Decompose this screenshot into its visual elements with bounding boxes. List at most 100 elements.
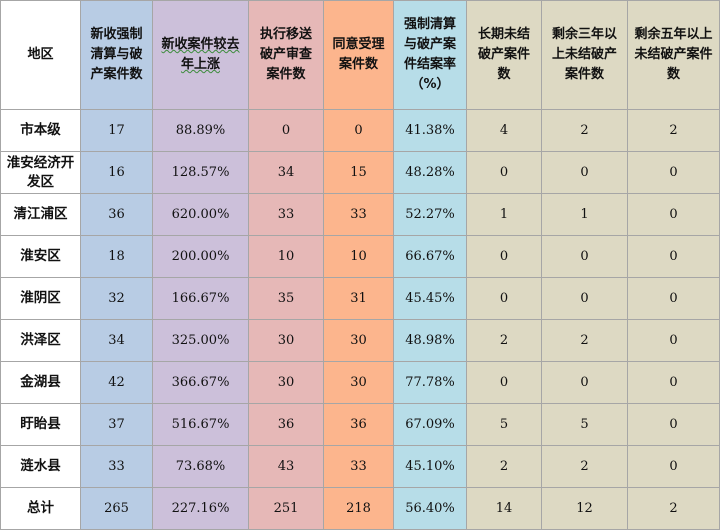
new-cases-cell: 32 (80, 277, 153, 320)
pending-3y-cell: 5 (541, 403, 628, 446)
pending-3y-cell: 2 (541, 109, 628, 152)
long-pending-cell: 4 (466, 109, 542, 152)
closure-rate-cell: 66.67% (393, 235, 467, 278)
accepted-cell: 33 (323, 193, 394, 236)
region-cell: 市本级 (0, 109, 81, 152)
transferred-cell: 0 (248, 109, 324, 152)
pending-3y-cell: 2 (541, 445, 628, 488)
closure-rate-cell: 41.38% (393, 109, 467, 152)
closure-rate-cell: 56.40% (393, 487, 467, 530)
region-cell: 涟水县 (0, 445, 81, 488)
region-cell: 总计 (0, 487, 81, 530)
accepted-cell: 218 (323, 487, 394, 530)
accepted-cell: 10 (323, 235, 394, 278)
transferred-cell: 10 (248, 235, 324, 278)
accepted-cell: 30 (323, 361, 394, 404)
pending-3y-cell: 1 (541, 193, 628, 236)
table-row: 盱眙县 37 516.67% 36 36 67.09% 5 5 0 (0, 403, 720, 446)
long-pending-cell: 2 (466, 445, 542, 488)
header-long-pending: 长期未结破产案件数 (466, 0, 542, 110)
table-row: 市本级 17 88.89% 0 0 41.38% 4 2 2 (0, 109, 720, 152)
region-cell: 金湖县 (0, 361, 81, 404)
closure-rate-cell: 48.28% (393, 151, 467, 194)
accepted-cell: 31 (323, 277, 394, 320)
long-pending-cell: 5 (466, 403, 542, 446)
pending-5y-cell: 0 (627, 193, 720, 236)
pending-3y-cell: 0 (541, 361, 628, 404)
region-cell: 淮安经济开发区 (0, 151, 81, 194)
growth-cell: 166.67% (152, 277, 249, 320)
table-row: 淮安经济开发区 16 128.57% 34 15 48.28% 0 0 0 (0, 151, 720, 194)
accepted-cell: 0 (323, 109, 394, 152)
region-cell: 盱眙县 (0, 403, 81, 446)
accepted-cell: 33 (323, 445, 394, 488)
header-accepted: 同意受理案件数 (323, 0, 394, 110)
pending-5y-cell: 2 (627, 109, 720, 152)
header-pending-5y: 剩余五年以上未结破产案件数 (627, 0, 720, 110)
long-pending-cell: 14 (466, 487, 542, 530)
closure-rate-cell: 52.27% (393, 193, 467, 236)
growth-cell: 73.68% (152, 445, 249, 488)
new-cases-cell: 33 (80, 445, 153, 488)
transferred-cell: 30 (248, 361, 324, 404)
pending-5y-cell: 0 (627, 361, 720, 404)
region-cell: 淮安区 (0, 235, 81, 278)
total-row: 总计 265 227.16% 251 218 56.40% 14 12 2 (0, 487, 720, 530)
long-pending-cell: 0 (466, 151, 542, 194)
pending-3y-cell: 2 (541, 319, 628, 362)
closure-rate-cell: 48.98% (393, 319, 467, 362)
growth-cell: 620.00% (152, 193, 249, 236)
closure-rate-cell: 77.78% (393, 361, 467, 404)
pending-5y-cell: 0 (627, 151, 720, 194)
table-row: 淮阴区 32 166.67% 35 31 45.45% 0 0 0 (0, 277, 720, 320)
long-pending-cell: 0 (466, 277, 542, 320)
table-row: 清江浦区 36 620.00% 33 33 52.27% 1 1 0 (0, 193, 720, 236)
header-pending-3y: 剩余三年以上未结破产案件数 (541, 0, 628, 110)
growth-cell: 325.00% (152, 319, 249, 362)
table-body: 市本级 17 88.89% 0 0 41.38% 4 2 2 淮安经济开发区 16 128.57% 34… (0, 109, 720, 530)
pending-5y-cell: 0 (627, 319, 720, 362)
header-new-cases: 新收强制清算与破产案件数 (80, 0, 153, 110)
growth-cell: 516.67% (152, 403, 249, 446)
pending-5y-cell: 0 (627, 403, 720, 446)
new-cases-cell: 17 (80, 109, 153, 152)
long-pending-cell: 0 (466, 235, 542, 278)
closure-rate-cell: 45.10% (393, 445, 467, 488)
pending-3y-cell: 0 (541, 277, 628, 320)
new-cases-cell: 16 (80, 151, 153, 194)
growth-cell: 227.16% (152, 487, 249, 530)
table-row: 金湖县 42 366.67% 30 30 77.78% 0 0 0 (0, 361, 720, 404)
header-closure-rate: 强制清算与破产案件结案率（%） (393, 0, 467, 110)
transferred-cell: 251 (248, 487, 324, 530)
accepted-cell: 30 (323, 319, 394, 362)
new-cases-cell: 42 (80, 361, 153, 404)
closure-rate-cell: 67.09% (393, 403, 467, 446)
header-region: 地区 (0, 0, 81, 110)
table-row: 涟水县 33 73.68% 43 33 45.10% 2 2 0 (0, 445, 720, 488)
growth-cell: 200.00% (152, 235, 249, 278)
growth-cell: 128.57% (152, 151, 249, 194)
header-growth: 新收案件较去年上涨 (152, 0, 249, 110)
new-cases-cell: 37 (80, 403, 153, 446)
long-pending-cell: 0 (466, 361, 542, 404)
pending-5y-cell: 2 (627, 487, 720, 530)
transferred-cell: 35 (248, 277, 324, 320)
region-cell: 淮阴区 (0, 277, 81, 320)
table-row: 淮安区 18 200.00% 10 10 66.67% 0 0 0 (0, 235, 720, 278)
growth-cell: 88.89% (152, 109, 249, 152)
new-cases-cell: 34 (80, 319, 153, 362)
pending-5y-cell: 0 (627, 445, 720, 488)
region-cell: 洪泽区 (0, 319, 81, 362)
accepted-cell: 36 (323, 403, 394, 446)
new-cases-cell: 265 (80, 487, 153, 530)
pending-5y-cell: 0 (627, 277, 720, 320)
pending-3y-cell: 0 (541, 235, 628, 278)
transferred-cell: 43 (248, 445, 324, 488)
table-row: 洪泽区 34 325.00% 30 30 48.98% 2 2 0 (0, 319, 720, 362)
new-cases-cell: 36 (80, 193, 153, 236)
long-pending-cell: 2 (466, 319, 542, 362)
pending-3y-cell: 12 (541, 487, 628, 530)
growth-cell: 366.67% (152, 361, 249, 404)
new-cases-cell: 18 (80, 235, 153, 278)
